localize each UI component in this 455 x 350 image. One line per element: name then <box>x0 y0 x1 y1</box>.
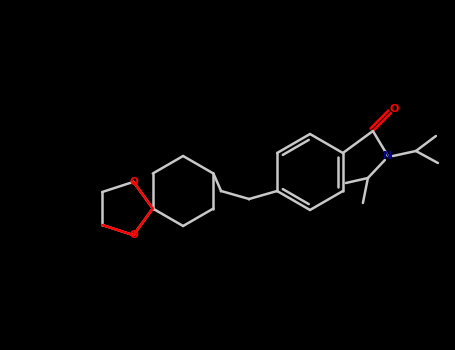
Text: O: O <box>129 177 138 187</box>
Text: O: O <box>129 230 138 240</box>
Text: O: O <box>389 104 399 114</box>
Text: N: N <box>383 151 393 161</box>
